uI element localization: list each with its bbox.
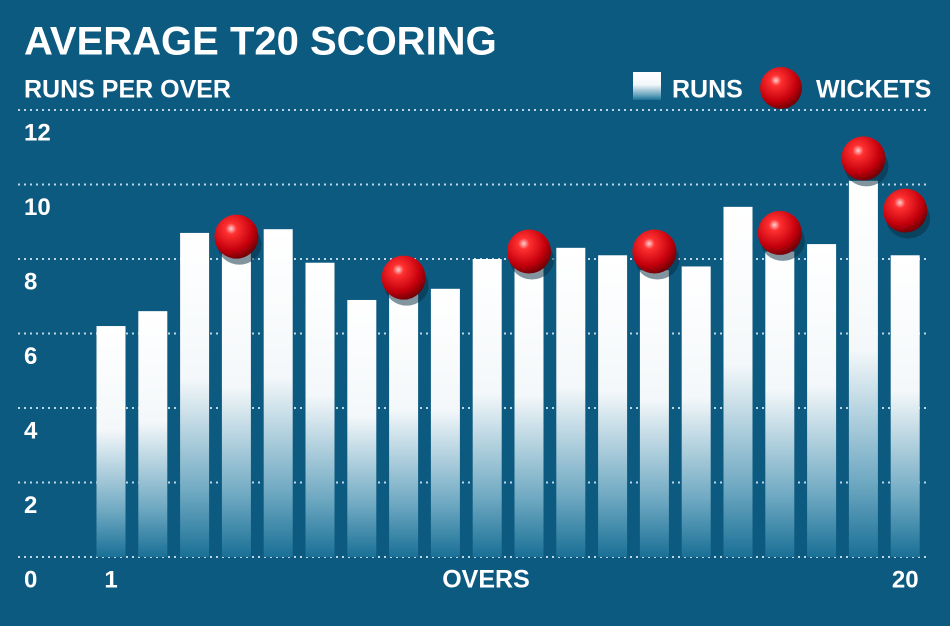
bar [848,180,878,557]
wicket-ball [507,229,551,274]
x-tick-label: 1 [104,566,117,593]
bar [96,326,126,557]
wicket-ball [757,210,802,255]
x-tick-label: 20 [892,566,919,593]
bar [263,229,293,557]
bar [472,259,502,557]
wicket-ball [381,255,426,300]
bar [807,244,837,557]
bar [598,255,628,557]
y-tick-label: 8 [24,268,37,295]
y-tick-label: 12 [24,119,51,146]
legend-ball [760,67,802,109]
wicket-ball [883,188,928,233]
legend-label: RUNS [672,76,743,104]
bar [305,262,335,557]
bar [765,251,795,558]
bar [639,270,669,557]
y-tick-label: 10 [24,194,51,221]
legend-label: WICKETS [816,76,931,104]
y-tick-label: 2 [24,492,37,519]
y-tick-label: 6 [24,343,37,370]
wicket-ball [632,229,677,274]
bar [221,247,251,557]
wicket-ball [841,136,886,181]
bar [430,288,460,557]
bar [180,232,210,558]
wicket-ball [214,214,259,259]
bar [556,247,586,557]
legend-swatch [633,72,661,100]
bar [389,288,419,557]
y-tick-label: 4 [24,417,38,444]
bar [890,255,920,557]
bar [138,311,168,557]
x-axis-label: OVERS [442,566,530,594]
chart-title: AVERAGE T20 SCORING [24,20,497,64]
bar [723,206,753,557]
bar [514,262,544,557]
y-tick-label: 0 [24,566,37,593]
bar [347,299,377,557]
bar [681,266,711,557]
y-axis-label: RUNS PER OVER [24,76,231,104]
